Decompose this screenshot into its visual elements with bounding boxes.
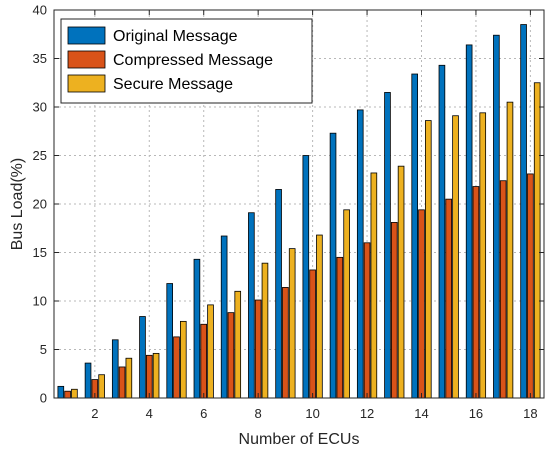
bar-original-message-9 xyxy=(275,189,282,399)
bar-secure-message-18 xyxy=(533,82,541,399)
bar-original-message-3 xyxy=(111,339,119,399)
y-tick-label-40: 40 xyxy=(33,3,47,18)
legend-label-secure-message: Secure Message xyxy=(113,76,233,93)
legend: Original Message Compressed Message Secure… xyxy=(60,18,313,104)
bar-secure-message-5 xyxy=(179,320,187,399)
bar-compressed-message-1 xyxy=(64,390,71,399)
bar-secure-message-3 xyxy=(125,357,133,399)
x-tick-label-12: 12 xyxy=(360,406,374,421)
bar-original-message-7 xyxy=(220,235,228,399)
y-tick-label-30: 30 xyxy=(33,100,47,115)
y-axis-title: Bus Load(%) xyxy=(9,158,26,251)
y-tick-label-10: 10 xyxy=(33,294,47,309)
bar-original-message-10 xyxy=(302,155,310,399)
ticks: 0 5 10 15 20 25 30 35 40 2 4 6 8 10 12 14 16 18 xyxy=(33,3,544,421)
y-tick-label-25: 25 xyxy=(33,148,47,163)
bar-compressed-message-12 xyxy=(363,242,371,399)
bar-compressed-message-9 xyxy=(282,287,289,399)
bar-original-message-4 xyxy=(139,316,146,399)
bar-original-message-8 xyxy=(248,212,255,399)
bar-compressed-message-6 xyxy=(200,323,208,399)
bar-secure-message-15 xyxy=(452,115,459,399)
bars xyxy=(57,24,541,399)
bar-original-message-11 xyxy=(329,132,337,399)
bar-secure-message-2 xyxy=(98,374,105,399)
grid xyxy=(54,10,544,398)
bar-compressed-message-5 xyxy=(173,336,180,399)
bar-compressed-message-18 xyxy=(527,173,534,399)
x-tick-label-18: 18 xyxy=(523,406,537,421)
bar-original-message-1 xyxy=(57,385,65,399)
y-tick-label-20: 20 xyxy=(33,197,47,212)
legend-swatch-secure-message xyxy=(67,74,106,93)
x-tick-label-4: 4 xyxy=(146,406,153,421)
x-tick-label-6: 6 xyxy=(200,406,207,421)
x-tick-label-2: 2 xyxy=(91,406,98,421)
bar-compressed-message-15 xyxy=(445,198,453,399)
bar-compressed-message-13 xyxy=(390,222,398,399)
bar-compressed-message-10 xyxy=(309,269,316,399)
bar-original-message-12 xyxy=(356,109,364,399)
bar-secure-message-16 xyxy=(479,112,487,399)
x-tick-label-14: 14 xyxy=(414,406,428,421)
x-axis-title: Number of ECUs xyxy=(239,431,360,448)
x-tick-label-10: 10 xyxy=(305,406,319,421)
bar-secure-message-9 xyxy=(288,248,296,399)
bar-compressed-message-14 xyxy=(418,209,425,399)
x-tick-label-8: 8 xyxy=(255,406,262,421)
y-tick-label-0: 0 xyxy=(40,391,47,406)
bar-secure-message-4 xyxy=(152,352,160,399)
bar-compressed-message-7 xyxy=(227,312,235,399)
bar-secure-message-10 xyxy=(316,234,323,399)
bar-original-message-14 xyxy=(411,73,418,399)
bar-secure-message-6 xyxy=(207,304,214,399)
bar-original-message-17 xyxy=(493,34,500,399)
bar-secure-message-11 xyxy=(343,209,350,399)
legend-swatch-original-message xyxy=(67,26,106,45)
bar-original-message-2 xyxy=(84,362,92,399)
bar-secure-message-1 xyxy=(71,388,78,399)
bar-secure-message-14 xyxy=(424,120,432,399)
bar-original-message-16 xyxy=(465,44,473,399)
bar-compressed-message-4 xyxy=(145,354,153,399)
bar-original-message-6 xyxy=(193,258,201,399)
bar-original-message-5 xyxy=(166,283,174,399)
bar-secure-message-12 xyxy=(370,172,378,399)
y-tick-label-15: 15 xyxy=(33,245,47,260)
bar-compressed-message-16 xyxy=(472,186,480,399)
y-tick-label-5: 5 xyxy=(40,342,47,357)
bar-secure-message-7 xyxy=(234,290,242,399)
bar-original-message-13 xyxy=(384,92,391,399)
bar-original-message-15 xyxy=(438,64,446,399)
y-tick-label-35: 35 xyxy=(33,51,47,66)
bar-original-message-18 xyxy=(520,24,527,399)
bar-compressed-message-8 xyxy=(254,299,262,399)
legend-label-original-message: Original Message xyxy=(113,28,238,45)
bar-compressed-message-11 xyxy=(336,256,344,399)
legend-swatch-compressed-message xyxy=(67,50,106,69)
bar-secure-message-13 xyxy=(397,165,405,399)
bar-secure-message-8 xyxy=(261,262,269,399)
legend-label-compressed-message: Compressed Message xyxy=(113,52,273,69)
bar-compressed-message-17 xyxy=(499,180,507,399)
x-tick-label-16: 16 xyxy=(469,406,483,421)
bar-secure-message-17 xyxy=(506,101,514,399)
bar-compressed-message-3 xyxy=(118,366,126,399)
